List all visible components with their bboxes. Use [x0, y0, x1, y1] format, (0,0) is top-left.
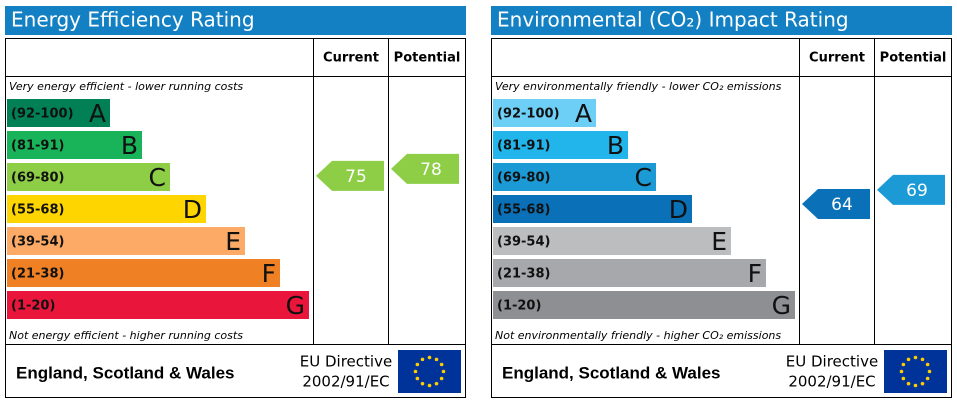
- band: [493, 163, 656, 191]
- rating-arrow: [802, 189, 870, 219]
- eu-star: [906, 357, 911, 362]
- footer-region: England, Scotland & Wales: [16, 363, 235, 382]
- band-range: (1-20): [11, 299, 55, 314]
- band: [7, 99, 110, 127]
- band-letter: E: [711, 227, 727, 256]
- band-letter: D: [183, 195, 202, 224]
- band-letter: B: [607, 131, 624, 160]
- band-range: (81-91): [11, 139, 64, 154]
- directive: EU Directive: [786, 353, 878, 371]
- rating-value: 64: [831, 195, 853, 215]
- eu-star: [434, 381, 439, 386]
- band-letter: G: [286, 291, 305, 320]
- panel-frame: [491, 38, 952, 398]
- directive: 2002/91/EC: [302, 373, 389, 391]
- band: [7, 227, 245, 255]
- band-range: (1-20): [497, 299, 541, 314]
- footer-region: England, Scotland & Wales: [502, 363, 721, 382]
- eu-star: [925, 376, 930, 381]
- band: [493, 291, 795, 319]
- panel-frame: [5, 38, 466, 398]
- band: [493, 227, 731, 255]
- eu-star: [420, 357, 425, 362]
- rating-value: 69: [906, 181, 928, 201]
- eu-star: [434, 357, 439, 362]
- band-range: (69-80): [11, 171, 64, 186]
- rating-arrow: [316, 160, 384, 191]
- band-letter: A: [89, 99, 106, 128]
- eu-star: [415, 376, 420, 381]
- column-header: Potential: [880, 51, 947, 66]
- band-range: (81-91): [497, 139, 550, 154]
- band-range: (92-100): [11, 107, 74, 122]
- directive: 2002/91/EC: [788, 373, 875, 391]
- band: [493, 99, 596, 127]
- eu-star: [925, 362, 930, 367]
- band-range: (39-54): [497, 235, 550, 250]
- eu-star: [901, 376, 906, 381]
- rating-value: 75: [345, 167, 367, 187]
- band-letter: B: [121, 131, 138, 160]
- band-range: (55-68): [11, 203, 64, 218]
- band-letter: D: [669, 195, 688, 224]
- bottom-note: Not environmentally friendly - higher CO…: [495, 329, 781, 342]
- column-header: Current: [323, 51, 379, 66]
- rating-arrow: [877, 174, 945, 205]
- band: [7, 259, 280, 287]
- band: [7, 163, 170, 191]
- eu-star: [427, 355, 432, 360]
- band-letter: G: [772, 291, 791, 320]
- eu-star: [913, 355, 918, 360]
- panel-title: Energy Efficiency Rating: [11, 8, 255, 32]
- bottom-note: Not energy efficient - higher running co…: [9, 329, 243, 342]
- eu-star: [920, 357, 925, 362]
- column-header: Current: [809, 51, 865, 66]
- band-range: (21-38): [11, 267, 64, 282]
- band: [7, 291, 309, 319]
- top-note: Very energy efficient - lower running co…: [9, 80, 243, 93]
- band-range: (21-38): [497, 267, 550, 282]
- eu-star: [920, 381, 925, 386]
- eu-star: [427, 383, 432, 388]
- column-header: Potential: [394, 51, 461, 66]
- top-note: Very environmentally friendly - lower CO…: [495, 80, 782, 93]
- band-range: (55-68): [497, 203, 550, 218]
- band: [7, 131, 142, 159]
- band-range: (39-54): [11, 235, 64, 250]
- eu-star: [913, 383, 918, 388]
- band-letter: F: [262, 259, 276, 288]
- band: [7, 195, 206, 223]
- band-letter: A: [575, 99, 592, 128]
- band-letter: E: [225, 227, 241, 256]
- eu-star: [927, 369, 932, 374]
- eu-star: [906, 381, 911, 386]
- eu-star: [439, 376, 444, 381]
- band: [493, 259, 766, 287]
- band-letter: C: [635, 163, 652, 192]
- rating-arrow: [391, 153, 459, 184]
- eu-star: [413, 369, 418, 374]
- band-range: (69-80): [497, 171, 550, 186]
- rating-value: 78: [420, 160, 442, 180]
- eu-star: [420, 381, 425, 386]
- band-range: (92-100): [497, 107, 560, 122]
- band: [493, 131, 628, 159]
- band: [493, 195, 692, 223]
- eu-star: [441, 369, 446, 374]
- directive: EU Directive: [300, 353, 392, 371]
- title-bar: [5, 6, 466, 35]
- eu-star: [901, 362, 906, 367]
- band-letter: C: [149, 163, 166, 192]
- title-bar: [491, 6, 952, 35]
- eu-star: [899, 369, 904, 374]
- band-letter: F: [748, 259, 762, 288]
- panel-title: Environmental (CO₂) Impact Rating: [497, 8, 849, 32]
- eu-star: [439, 362, 444, 367]
- eu-star: [415, 362, 420, 367]
